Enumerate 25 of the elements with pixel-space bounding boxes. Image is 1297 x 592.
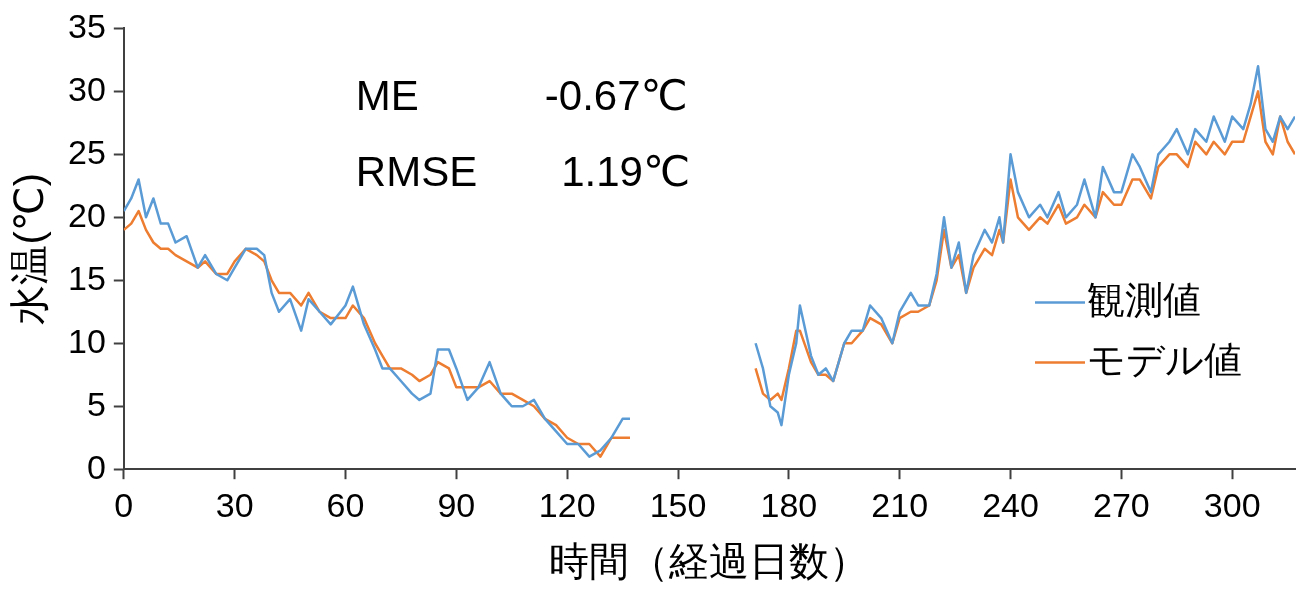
y-tick-label: 30 — [67, 69, 106, 108]
x-tick-label: 30 — [215, 485, 254, 524]
x-tick-label: 300 — [1203, 485, 1261, 524]
annotation: ME -0.67℃ — [355, 71, 688, 119]
x-tick-label: 180 — [760, 485, 818, 524]
x-axis-title: 時間（経過日数） — [549, 539, 870, 584]
y-tick-label: 20 — [67, 195, 106, 234]
annotation: RMSE 1.19℃ — [355, 147, 691, 195]
legend-label: モデル値 — [1087, 339, 1242, 382]
y-tick-label: 10 — [67, 321, 106, 360]
x-tick-label: 150 — [649, 485, 707, 524]
x-tick-label: 120 — [538, 485, 596, 524]
y-tick-label: 35 — [67, 6, 106, 45]
x-tick-label: 210 — [871, 485, 929, 524]
legend-label: 観測値 — [1087, 279, 1201, 322]
x-tick-label: 0 — [114, 485, 134, 524]
y-tick-label: 5 — [86, 384, 106, 423]
x-tick-label: 240 — [982, 485, 1039, 524]
x-tick-label: 90 — [437, 485, 476, 524]
y-tick-label: 25 — [67, 132, 106, 171]
y-tick-label: 0 — [86, 447, 106, 486]
y-tick-label: 15 — [67, 258, 106, 297]
y-axis-title: 水温(℃) — [7, 173, 52, 325]
x-tick-label: 270 — [1092, 485, 1150, 524]
x-tick-label: 60 — [326, 485, 365, 524]
